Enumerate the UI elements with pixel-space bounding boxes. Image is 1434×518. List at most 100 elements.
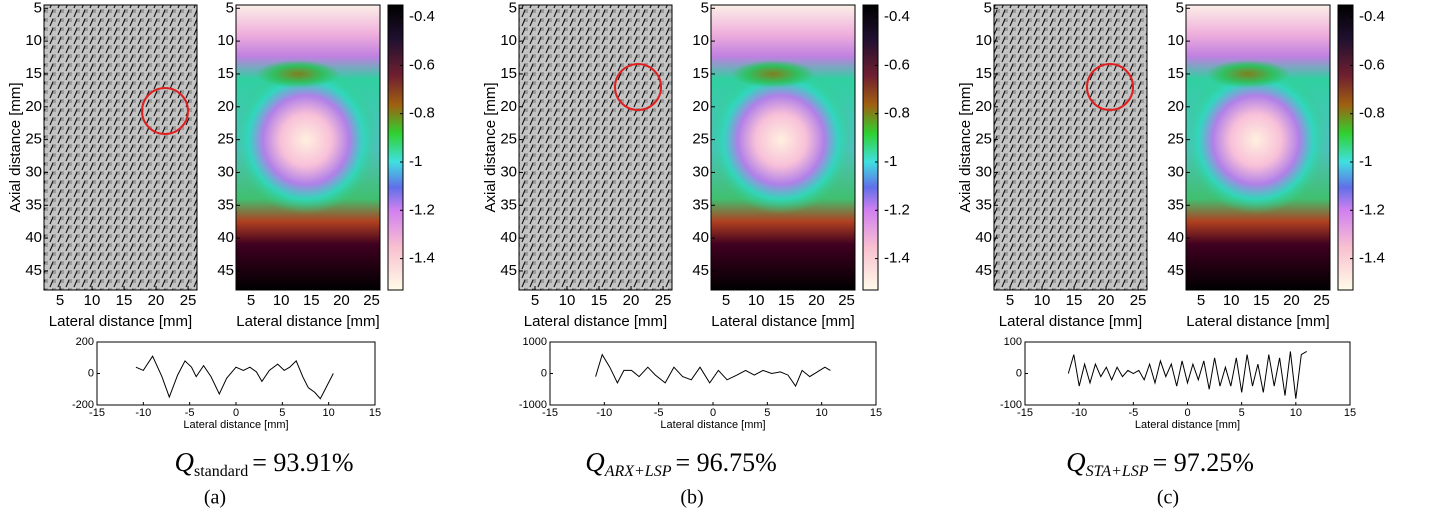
x-tick-label: -5 xyxy=(654,407,664,419)
x-axis-label: Lateral distance [mm] xyxy=(236,313,379,330)
y-tick-label: 40 xyxy=(500,229,517,246)
strain-spot xyxy=(256,60,340,88)
y-tick-label: 10 xyxy=(500,32,517,49)
x-tick-label: 5 xyxy=(531,292,539,309)
colorbar-tick-label: -1 xyxy=(1359,153,1372,170)
y-tick-label: 25 xyxy=(25,131,42,148)
x-tick-label: 0 xyxy=(1184,407,1190,419)
colorbar-tick-label: -0.6 xyxy=(884,56,910,73)
axes-box xyxy=(235,4,381,291)
x-tick-label: -10 xyxy=(596,407,612,419)
strain-inclusion xyxy=(709,66,853,214)
colorbar-tick-label: -0.6 xyxy=(409,56,435,73)
x-axis-label: Lateral distance [mm] xyxy=(49,313,192,330)
x-tick-label: 5 xyxy=(722,292,730,309)
x-axis-label: Lateral distance [mm] xyxy=(999,313,1142,330)
x-tick-label: 5 xyxy=(56,292,64,309)
colorbar xyxy=(862,4,879,291)
y-tick-label: 0 xyxy=(1016,367,1022,379)
colorbar xyxy=(387,4,404,291)
y-tick-label: 15 xyxy=(25,65,42,82)
x-tick-label: 15 xyxy=(116,292,133,309)
x-tick-label: 10 xyxy=(559,292,576,309)
quality-subscript: STA+LSP xyxy=(1086,463,1149,480)
x-tick-label: 10 xyxy=(816,407,828,419)
quality-formula: QARX+LSP = 96.75% xyxy=(585,447,777,479)
y-tick-label: 25 xyxy=(217,131,234,148)
quality-value: = 93.91% xyxy=(252,448,353,477)
x-tick-label: 10 xyxy=(84,292,101,309)
x-axis-label: Lateral distance [mm] xyxy=(524,313,667,330)
colorbar-tick-label: -1.2 xyxy=(409,201,435,218)
y-axis-label: Axial distance [mm] xyxy=(7,82,24,212)
y-tick-label: 15 xyxy=(1167,65,1184,82)
x-axis-label: Lateral distance [mm] xyxy=(711,313,854,330)
colorbar-tick-label: -0.6 xyxy=(1359,56,1385,73)
x-tick-label: 10 xyxy=(1223,292,1240,309)
x-tick-label: 0 xyxy=(710,407,716,419)
x-tick-label: 25 xyxy=(838,292,855,309)
x-tick-label: 10 xyxy=(1290,407,1302,419)
colorbar-tick-label: -0.4 xyxy=(884,8,910,25)
y-tick-label: 5 xyxy=(984,0,992,16)
x-tick-label: 15 xyxy=(870,407,882,419)
y-tick-label: 40 xyxy=(1167,229,1184,246)
x-tick-label: -5 xyxy=(1128,407,1138,419)
colorbar-tick-label: -1 xyxy=(409,153,422,170)
y-tick-label: 20 xyxy=(1167,98,1184,115)
quality-symbol: Q xyxy=(174,447,194,477)
y-tick-label: 20 xyxy=(692,98,709,115)
x-tick-label: 25 xyxy=(180,292,197,309)
y-tick-label: 30 xyxy=(500,163,517,180)
y-tick-label: 15 xyxy=(217,65,234,82)
x-tick-label: 20 xyxy=(808,292,825,309)
x-tick-label: 5 xyxy=(764,407,770,419)
y-tick-label: 45 xyxy=(217,262,234,279)
y-tick-label: 10 xyxy=(25,32,42,49)
y-tick-label: 10 xyxy=(217,32,234,49)
y-tick-label: 35 xyxy=(25,196,42,213)
quality-formula: Qstandard = 93.91% xyxy=(174,447,353,479)
colorbar-tick-label: -0.8 xyxy=(409,105,435,122)
x-axis-label: Lateral distance [mm] xyxy=(660,419,765,431)
x-tick-label: -15 xyxy=(1017,407,1033,419)
quality-symbol: Q xyxy=(1066,447,1086,477)
x-tick-label: 25 xyxy=(655,292,672,309)
quality-value: = 96.75% xyxy=(675,448,776,477)
x-axis-label: Lateral distance [mm] xyxy=(1186,313,1329,330)
y-tick-label: 45 xyxy=(1167,262,1184,279)
quality-value: = 97.25% xyxy=(1153,448,1254,477)
profile-line xyxy=(135,355,334,400)
x-tick-label: 5 xyxy=(1006,292,1014,309)
y-tick-label: 45 xyxy=(500,262,517,279)
x-axis-label: Lateral distance [mm] xyxy=(183,419,288,431)
y-tick-label: 30 xyxy=(217,163,234,180)
axes-box xyxy=(993,4,1148,291)
strain-inclusion xyxy=(234,66,378,214)
colorbar-tick-label: -0.8 xyxy=(884,105,910,122)
y-tick-label: 25 xyxy=(1167,131,1184,148)
y-tick-label: 20 xyxy=(975,98,992,115)
x-tick-label: 15 xyxy=(369,407,381,419)
x-tick-label: 20 xyxy=(333,292,350,309)
panel-caption: (c) xyxy=(1157,487,1179,509)
axes-box xyxy=(549,341,877,406)
y-tick-label: -1000 xyxy=(519,399,547,411)
y-tick-label: 5 xyxy=(509,0,517,16)
y-tick-label: 45 xyxy=(975,262,992,279)
x-tick-label: 5 xyxy=(247,292,255,309)
y-tick-label: 35 xyxy=(975,196,992,213)
panel-caption: (b) xyxy=(680,487,703,509)
x-tick-label: 20 xyxy=(148,292,165,309)
x-tick-label: 10 xyxy=(323,407,335,419)
y-tick-label: 40 xyxy=(692,229,709,246)
colorbar-tick-label: -1.2 xyxy=(884,201,910,218)
y-tick-label: 10 xyxy=(692,32,709,49)
y-tick-label: 30 xyxy=(25,163,42,180)
x-tick-label: 15 xyxy=(1066,292,1083,309)
x-tick-label: 0 xyxy=(233,407,239,419)
x-tick-label: 10 xyxy=(1034,292,1051,309)
strain-spot xyxy=(731,60,815,88)
x-tick-label: 10 xyxy=(273,292,290,309)
colorbar-tick-label: -0.8 xyxy=(1359,105,1385,122)
